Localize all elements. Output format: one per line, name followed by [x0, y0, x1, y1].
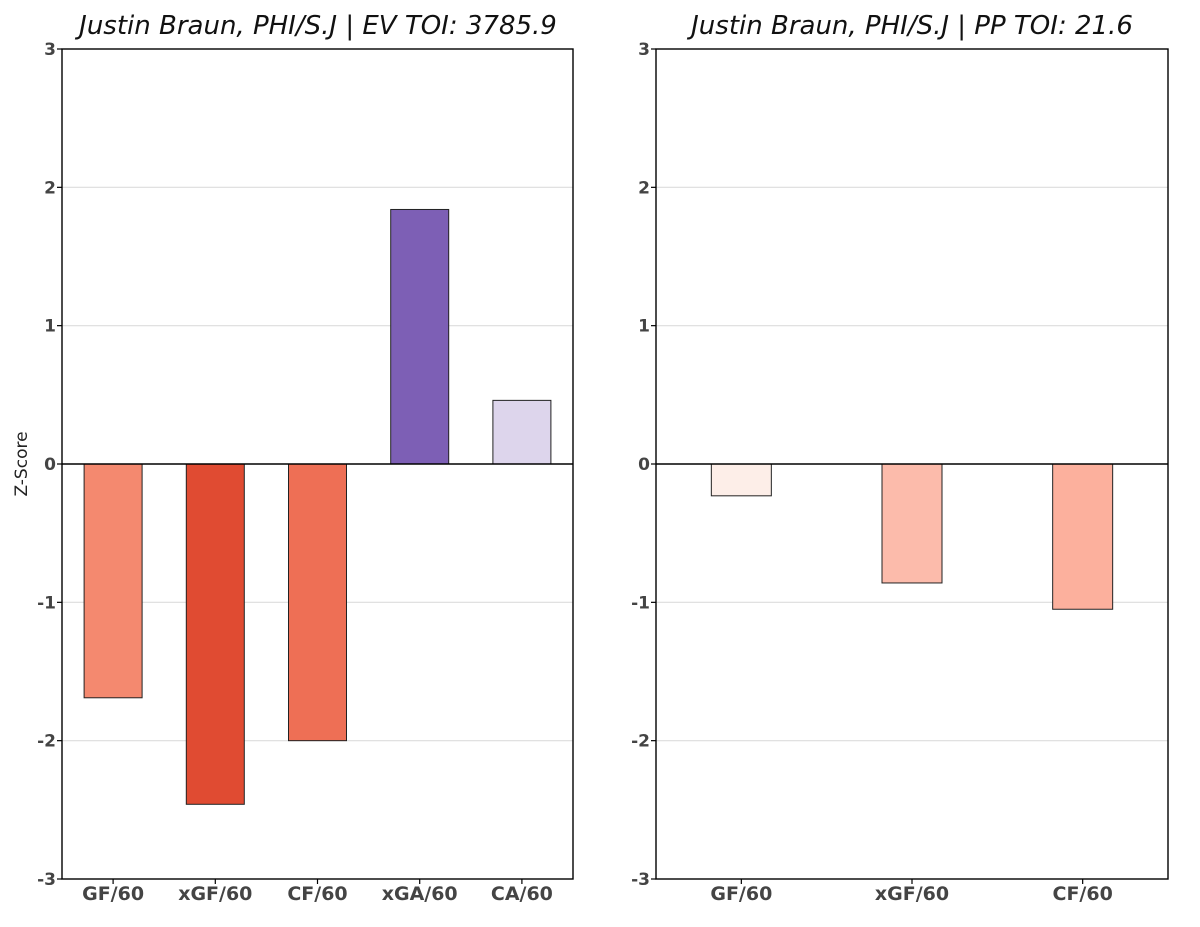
ev-x-tick-label: xGF/60	[178, 883, 252, 905]
ev-bar-xgf-60	[185, 463, 245, 805]
ev-x-tick-label: CA/60	[491, 883, 553, 905]
pp-y-tick-label: -1	[631, 593, 650, 613]
ev-x-tick-label: CF/60	[287, 883, 347, 905]
ev-y-tick-label: 0	[44, 455, 56, 475]
ev-bars	[83, 208, 552, 805]
ev-bar-gf-60	[83, 463, 143, 699]
ev-chart: Justin Braun, PHI/S.J | EV TOI: 3785.9 Z…	[12, 11, 574, 905]
ev-y-axis-label: Z-Score	[12, 431, 32, 496]
pp-bar-xgf-60	[881, 463, 943, 584]
ev-x-ticks: GF/60 xGF/60 CF/60 xGA/60 CA/60	[82, 879, 553, 905]
ev-y-tick-label: 2	[44, 178, 56, 198]
ev-bar-ca-60	[492, 399, 552, 465]
pp-bars	[710, 463, 1114, 610]
ev-y-ticks: -3 -2 -1 0 1 2 3	[37, 40, 62, 890]
ev-y-tick-label: -1	[37, 593, 56, 613]
ev-y-tick-label: 1	[44, 317, 56, 337]
pp-y-tick-label: 3	[638, 40, 650, 60]
pp-chart: Justin Braun, PHI/S.J | PP TOI: 21.6 -3-…	[631, 11, 1169, 905]
pp-y-tick-label: -3	[631, 870, 650, 890]
pp-x-ticks: GF/60 xGF/60 CF/60	[710, 879, 1113, 905]
pp-x-tick-label: CF/60	[1053, 883, 1113, 905]
pp-y-ticks: -3 -2 -1 0 1 2 3	[631, 40, 656, 890]
ev-x-tick-label: xGA/60	[382, 883, 458, 905]
ev-y-tick-label: -2	[37, 732, 56, 752]
pp-x-tick-label: xGF/60	[875, 883, 949, 905]
ev-y-tick-label: 3	[44, 40, 56, 60]
ev-bar-cf-60	[288, 463, 347, 742]
pp-y-tick-label: 1	[638, 317, 650, 337]
pp-bar-gf-60	[710, 463, 772, 497]
pp-y-tick-label: -2	[631, 732, 650, 752]
ev-y-tick-label: -3	[37, 870, 56, 890]
pp-bar-cf-60	[1052, 463, 1114, 610]
pp-y-tick-label: 0	[638, 455, 650, 475]
pp-y-tick-label: 2	[638, 178, 650, 198]
ev-bar-xga-60	[390, 208, 450, 465]
pp-chart-title: Justin Braun, PHI/S.J | PP TOI: 21.6	[686, 11, 1133, 41]
ev-x-tick-label: GF/60	[82, 883, 144, 905]
ev-chart-title: Justin Braun, PHI/S.J | EV TOI: 3785.9	[74, 11, 557, 41]
pp-x-tick-label: GF/60	[710, 883, 772, 905]
